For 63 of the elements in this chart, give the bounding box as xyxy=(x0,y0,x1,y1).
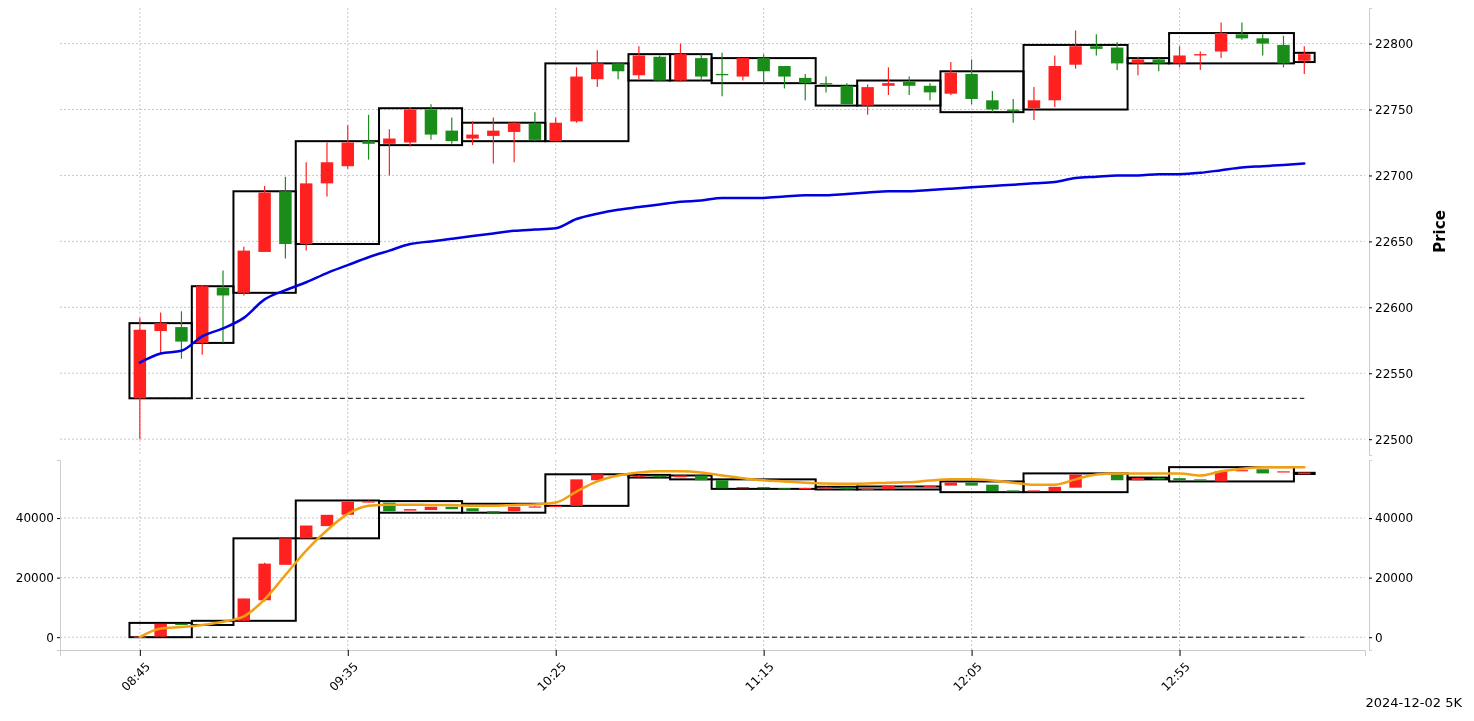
y-tick-label: 0 xyxy=(46,630,54,645)
candlestick xyxy=(1048,486,1061,491)
candlestick xyxy=(1256,33,1269,57)
candlestick xyxy=(653,54,666,82)
y-tick-label: 22550 xyxy=(1375,366,1414,381)
candlestick xyxy=(507,120,521,163)
y-tick-label: 22500 xyxy=(1375,432,1414,447)
y-tick-label: 20000 xyxy=(15,570,54,585)
candlestick xyxy=(799,73,812,101)
candlestick xyxy=(299,525,313,539)
text: 2024-12-02 5K xyxy=(1365,695,1463,710)
candlestick xyxy=(320,141,334,198)
line-series xyxy=(138,162,1306,364)
candlestick xyxy=(902,75,916,96)
candlestick xyxy=(1214,21,1228,59)
candlestick xyxy=(320,514,334,527)
candlestick xyxy=(632,45,646,80)
candlestick xyxy=(1110,41,1124,71)
candlestick xyxy=(1069,29,1082,70)
candlestick xyxy=(383,128,396,177)
candlestick xyxy=(591,49,604,88)
y-tick-label: 22750 xyxy=(1375,102,1414,117)
candlestick xyxy=(695,475,708,481)
y-tick-label: 40000 xyxy=(15,511,54,526)
y-tick-label: 22700 xyxy=(1375,168,1414,183)
candlestick xyxy=(674,475,687,478)
candlestick xyxy=(944,61,958,96)
candlestick xyxy=(466,508,479,512)
candlestick xyxy=(861,83,874,116)
y-axis-title: Price xyxy=(1431,210,1449,253)
candlestick xyxy=(1298,45,1311,75)
candlestick xyxy=(986,90,999,113)
y-tick-label: 22600 xyxy=(1375,300,1414,315)
candlestick xyxy=(175,310,188,360)
candlestick xyxy=(736,57,750,82)
y-tick-label: 22650 xyxy=(1375,234,1414,249)
candlestick xyxy=(1131,56,1145,76)
candlestick xyxy=(362,114,375,161)
candlestick xyxy=(1027,86,1041,121)
candlestick xyxy=(944,482,958,486)
candlestick xyxy=(341,124,355,170)
candlestick xyxy=(757,53,770,84)
candlestick xyxy=(1090,33,1103,57)
candlestick xyxy=(695,53,708,82)
y-tick-label: 22800 xyxy=(1375,36,1414,51)
candlestick xyxy=(715,480,729,489)
candlestick xyxy=(965,482,978,486)
candlestick xyxy=(279,538,292,565)
candlestick xyxy=(778,65,791,90)
candlestick xyxy=(1235,21,1249,41)
candlestick xyxy=(1173,45,1186,68)
candlestick xyxy=(1256,469,1269,474)
candlestick xyxy=(528,111,542,142)
candlestick xyxy=(487,116,500,165)
candlestick xyxy=(154,311,167,355)
candlestick xyxy=(466,120,479,146)
line-series xyxy=(138,465,1306,639)
candlestick xyxy=(445,116,458,145)
candlestick xyxy=(1173,478,1186,481)
candlestick xyxy=(882,66,895,96)
candlestick xyxy=(591,474,604,481)
candlestick xyxy=(986,484,999,491)
candlestick xyxy=(1277,35,1290,68)
